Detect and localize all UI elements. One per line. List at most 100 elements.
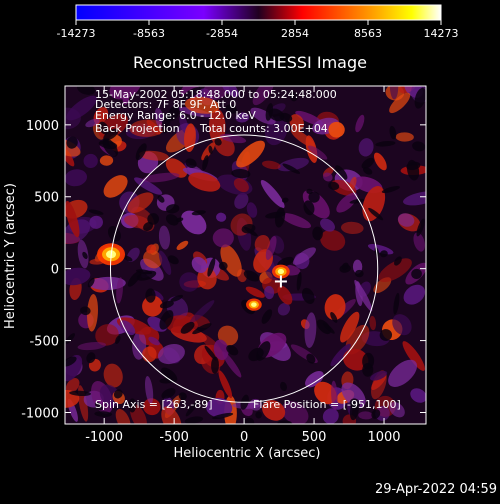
pattern-blob — [119, 320, 136, 336]
colorbar-tick-label: -8563 — [133, 27, 165, 40]
pattern-gap — [354, 269, 364, 278]
pattern-blob — [362, 186, 386, 222]
pattern-gap — [86, 352, 96, 364]
x-tick-label: 500 — [302, 430, 327, 445]
pattern-blob — [277, 285, 293, 305]
pattern-gap — [65, 333, 75, 344]
pattern-gap — [414, 87, 426, 109]
pattern-blob — [389, 402, 405, 418]
pattern-gap — [349, 400, 359, 421]
pattern-gap — [143, 221, 154, 232]
pattern-gap — [135, 143, 147, 161]
pattern-blob — [218, 370, 233, 399]
pattern-gap — [161, 367, 178, 383]
pattern-gap — [255, 411, 262, 419]
pattern-blob — [216, 212, 227, 222]
pattern-blob — [143, 249, 163, 269]
pattern-gap — [362, 352, 375, 370]
pattern-blob — [413, 232, 425, 252]
pattern-blob — [358, 411, 374, 420]
pattern-gap — [349, 198, 365, 204]
pattern-gap — [389, 125, 397, 140]
pattern-gap — [281, 197, 289, 203]
pattern-blob — [262, 160, 281, 170]
pattern-blob — [146, 244, 157, 254]
pattern-gap — [416, 218, 425, 237]
pattern-gap — [393, 292, 400, 315]
pattern-blob — [265, 236, 277, 260]
pattern-gap — [296, 271, 302, 291]
pattern-gap — [218, 261, 228, 271]
annotation-method: Back Projection — [95, 122, 180, 135]
pattern-gap — [107, 226, 121, 242]
pattern-blob — [260, 180, 285, 209]
pattern-blob — [148, 336, 160, 346]
pattern-blob — [65, 378, 80, 394]
y-axis-ticks: -1000 -500 0 500 1000 — [21, 119, 426, 421]
colorbar-ticks: -14273 -8563 -2854 2854 8563 14273 — [57, 20, 459, 40]
pattern-gap — [166, 204, 180, 214]
pattern-blob — [355, 114, 365, 133]
pattern-blob — [212, 228, 234, 248]
pattern-gap — [339, 264, 351, 273]
pattern-gap — [328, 181, 340, 191]
pattern-gap — [87, 277, 95, 288]
spin-axis-marker — [274, 275, 287, 288]
pattern-blob — [233, 178, 249, 193]
pattern-blob — [341, 382, 366, 408]
pattern-gap — [102, 138, 118, 157]
footer-timestamp: 29-Apr-2022 04:59 — [375, 482, 497, 497]
pattern-blob — [378, 258, 412, 283]
pattern-blob — [184, 96, 220, 114]
pattern-blob — [328, 121, 345, 138]
pattern-gap — [128, 398, 137, 413]
pattern-blob — [144, 375, 154, 404]
pattern-gap — [82, 251, 88, 260]
pattern-gap — [161, 388, 176, 399]
pattern-gap — [212, 412, 234, 420]
pattern-blob — [292, 247, 316, 265]
pattern-gap — [379, 250, 388, 258]
pattern-blob — [95, 324, 119, 346]
pattern-gap — [231, 168, 251, 179]
pattern-blob — [115, 408, 131, 424]
pattern-blob — [222, 351, 242, 378]
pattern-blob — [354, 279, 373, 312]
pattern-blob — [324, 294, 346, 321]
pattern-gap — [261, 309, 273, 324]
pattern-blob — [129, 119, 166, 137]
pattern-blob — [343, 348, 369, 371]
pattern-blob — [320, 218, 335, 232]
pattern-blob — [201, 142, 216, 161]
x-tick-label: -1000 — [85, 430, 123, 445]
pattern-blob — [375, 405, 390, 421]
pattern-blob — [254, 234, 270, 253]
colorbar-tick-label: -2854 — [206, 27, 238, 40]
pattern-blob — [189, 300, 215, 324]
pattern-blob — [65, 200, 80, 238]
pattern-gap — [95, 401, 103, 411]
pattern-gap — [306, 353, 316, 364]
x-axis-label: Heliocentric X (arcsec) — [174, 446, 321, 461]
back-projection-pattern — [65, 86, 426, 424]
pattern-blob — [65, 169, 88, 187]
pattern-blob — [246, 202, 258, 218]
pattern-blob — [88, 276, 126, 291]
pattern-gap — [306, 188, 313, 195]
pattern-gap — [65, 356, 77, 367]
pattern-gap — [94, 411, 113, 417]
pattern-blob — [85, 118, 100, 128]
pattern-blob — [397, 213, 415, 227]
source-core — [277, 269, 285, 275]
pattern-gap — [204, 345, 217, 361]
pattern-blob — [281, 401, 309, 424]
pattern-gap — [308, 191, 320, 203]
annotation-time-range: 15-May-2002 05:18:48.000 to 05:24:48.000 — [95, 88, 337, 101]
pattern-blob — [142, 172, 180, 183]
chart-title: Reconstructed RHESSI Image — [133, 53, 367, 72]
pattern-blob — [358, 138, 374, 157]
pattern-blob — [370, 370, 388, 381]
y-tick-label: 0 — [51, 263, 59, 278]
pattern-gap — [167, 255, 179, 265]
pattern-blob — [127, 192, 154, 213]
